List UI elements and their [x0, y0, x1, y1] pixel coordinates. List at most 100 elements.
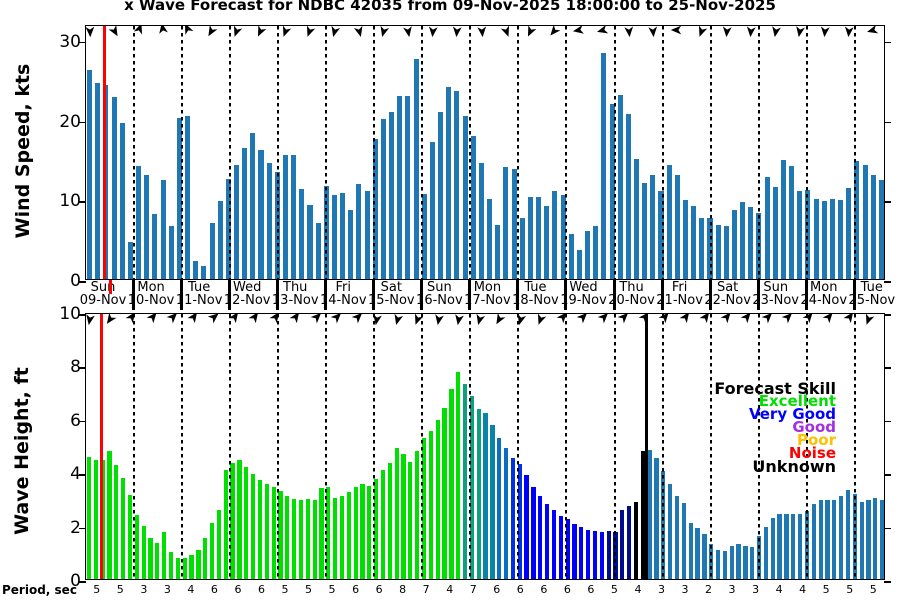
period-value: 2	[705, 583, 713, 596]
wave-bar	[681, 502, 686, 579]
period-value: 5	[305, 583, 313, 596]
wave-y-tick-label: 10	[59, 304, 81, 324]
wave-direction-arrow	[656, 314, 672, 326]
day-date: 10-Nov	[127, 293, 175, 308]
grid-line	[709, 314, 712, 579]
legend-item-very-good: Very Good	[748, 405, 836, 423]
wind-bar	[389, 111, 395, 279]
wave-bar	[586, 529, 591, 579]
wave-direction-arrow	[328, 314, 344, 326]
day-of-week: Sat	[380, 280, 402, 295]
wind-bar	[176, 118, 182, 279]
period-value: 3	[728, 583, 736, 596]
forecast-boundary-marker	[644, 314, 648, 579]
day-separator	[468, 280, 472, 310]
wave-direction-arrow	[451, 314, 467, 326]
day-of-week: Fri	[335, 280, 352, 295]
wave-bar	[449, 389, 454, 579]
grid-line	[229, 26, 232, 279]
wind-bar	[144, 175, 150, 279]
wind-direction-arrow	[670, 26, 686, 38]
wave-bar	[401, 453, 406, 579]
day-label: Tue 11-Nov	[175, 280, 223, 308]
wind-direction-arrow	[86, 26, 98, 38]
legend-title: Forecast Skill	[714, 379, 836, 398]
wind-direction-arrow	[474, 26, 490, 38]
period-value: 4	[634, 583, 642, 596]
wave-bar	[688, 522, 693, 579]
wind-bar	[372, 138, 378, 279]
wind-bar	[797, 191, 803, 279]
wave-bar	[162, 532, 167, 579]
wave-bar	[114, 464, 119, 579]
legend-item-unknown: Unknown	[752, 457, 836, 476]
wind-direction-arrow	[768, 26, 784, 38]
wave-height-panel: Forecast Skill Excellent Very Good Good …	[59, 304, 891, 591]
day-separator	[228, 280, 232, 310]
wave-bar	[825, 500, 830, 579]
wave-bar	[647, 449, 652, 579]
wind-bar	[193, 260, 199, 279]
wave-bar	[380, 469, 386, 579]
day-label: Fri 21-Nov	[656, 280, 704, 308]
day-date: 11-Nov	[175, 293, 223, 308]
day-label: Mon 17-Nov	[463, 280, 511, 308]
wave-bar	[572, 524, 577, 579]
wave-y-tick-mark	[79, 367, 86, 369]
wave-bar	[579, 526, 584, 579]
wind-bar	[846, 188, 852, 279]
wind-bar	[111, 96, 117, 279]
day-label: Tue 18-Nov	[511, 280, 559, 308]
wind-bar	[405, 95, 411, 279]
wind-y-tick-mark	[884, 41, 891, 44]
wave-direction-arrow	[861, 314, 877, 326]
wave-bar	[674, 496, 680, 579]
wave-y-tick-label: 4	[70, 464, 81, 485]
wind-bar	[772, 186, 778, 279]
grid-line	[517, 314, 520, 579]
wave-y-tick-mark	[884, 367, 891, 369]
wind-y-tick-label: 10	[59, 191, 81, 212]
wind-direction-arrow	[302, 26, 318, 38]
wind-bar	[642, 183, 648, 279]
wave-direction-arrow	[759, 314, 775, 326]
wave-bar	[770, 517, 775, 579]
day-of-week: Tue	[860, 280, 883, 295]
wave-bar	[141, 525, 146, 579]
day-date: 22-Nov	[704, 293, 751, 308]
day-separator	[612, 280, 616, 310]
wave-bar	[784, 513, 789, 579]
wind-bar	[601, 53, 607, 279]
wind-y-tick-label: 30	[59, 31, 81, 52]
wave-bar	[223, 469, 228, 579]
wind-bar	[691, 205, 697, 279]
wave-direction-arrow	[287, 314, 303, 326]
day-separator	[756, 280, 760, 310]
wave-bar	[456, 372, 461, 579]
grid-line	[469, 26, 472, 279]
grid-line	[277, 26, 280, 279]
wave-bar	[599, 532, 604, 579]
grid-line	[373, 314, 376, 579]
wave-bar	[285, 496, 290, 579]
wind-direction-arrow	[204, 26, 220, 38]
day-separator	[852, 280, 856, 310]
wave-direction-arrow	[369, 314, 385, 326]
period-value: 5	[93, 583, 101, 596]
wave-bar	[374, 478, 379, 579]
day-date: 19-Nov	[560, 293, 607, 308]
wave-bar	[244, 466, 249, 579]
wave-bar	[483, 413, 488, 579]
grid-line	[853, 26, 856, 279]
grid-line	[229, 314, 232, 579]
grid-line	[613, 26, 616, 279]
wind-bar	[740, 201, 746, 279]
wind-bar	[634, 159, 640, 279]
day-separator	[132, 280, 136, 310]
wind-bar	[478, 162, 484, 279]
period-value: 3	[657, 583, 665, 596]
grid-line	[613, 314, 616, 579]
wave-direction-arrow	[615, 314, 631, 326]
grid-line	[421, 314, 424, 579]
day-axis: Sun 09-Nov Mon 10-Nov Tue 11-Nov Wed 12-Nov Thu 1…	[80, 280, 895, 310]
